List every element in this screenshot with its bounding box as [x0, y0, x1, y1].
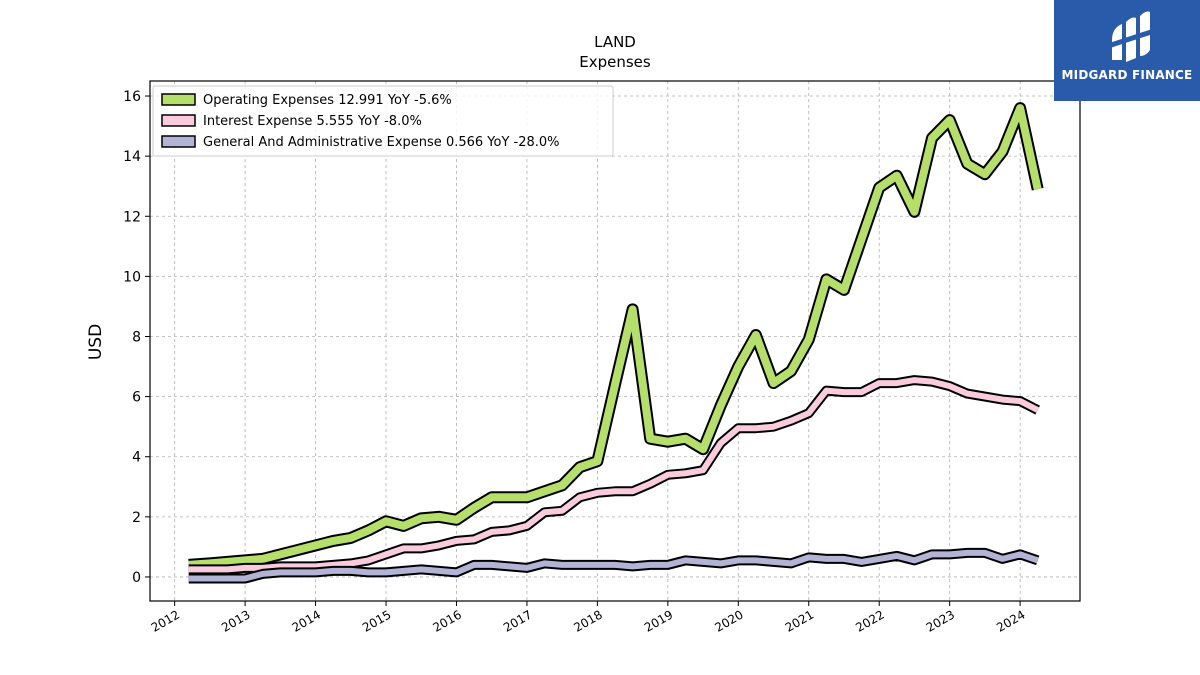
- legend-swatch-operating-expenses: [161, 93, 196, 106]
- chart-title: LAND: [594, 33, 636, 51]
- legend-label-general-administrative-expense: General And Administrative Expense 0.566…: [203, 135, 560, 150]
- y-tick-label-4: 4: [132, 450, 141, 466]
- grid: [150, 81, 1080, 601]
- midgard-finance-logo: MIDGARD FINANCE: [1054, 0, 1200, 101]
- legend-swatch-interest-expense: [161, 114, 196, 127]
- y-tick-label-14: 14: [123, 149, 141, 165]
- x-tick-label-2012: 2012: [149, 607, 182, 634]
- y-tick-label-2: 2: [132, 510, 141, 526]
- chart-subtitle: Expenses: [579, 53, 651, 71]
- x-tick-label-2016: 2016: [431, 607, 464, 634]
- x-tick-label-2022: 2022: [853, 607, 886, 634]
- x-tick-label-2013: 2013: [219, 607, 252, 634]
- x-tick-label-2018: 2018: [571, 607, 604, 634]
- legend-box: [152, 85, 614, 157]
- y-axis-label: USD: [86, 324, 106, 360]
- series-line-1: [188, 377, 1040, 573]
- legend: Operating Expenses 12.991 YoY -5.6% Inte…: [152, 85, 614, 157]
- x-tick-label-2015: 2015: [360, 607, 393, 634]
- legend-swatch-general-administrative-expense: [161, 135, 196, 148]
- x-tick-label-2023: 2023: [924, 607, 957, 634]
- x-tick-label-2021: 2021: [783, 607, 816, 634]
- logo-text: MIDGARD FINANCE: [1061, 68, 1193, 82]
- y-tick-label-8: 8: [132, 329, 141, 345]
- x-tick-label-2014: 2014: [290, 607, 323, 634]
- x-tick-label-2017: 2017: [501, 607, 534, 634]
- x-tick-label-2020: 2020: [712, 607, 745, 634]
- series-layer: [188, 102, 1044, 584]
- y-tick-label-6: 6: [132, 390, 141, 406]
- y-tick-label-0: 0: [132, 570, 141, 586]
- plot-frame: [149, 80, 1081, 602]
- y-axis: 0 2 4 6 8 10 12 14 16: [123, 89, 150, 586]
- x-tick-label-2024: 2024: [994, 607, 1027, 634]
- series-line-0: [188, 104, 1042, 569]
- y-tick-label-16: 16: [123, 89, 141, 105]
- series-line-2: [188, 549, 1039, 582]
- y-tick-label-10: 10: [123, 269, 141, 285]
- y-tick-label-12: 12: [123, 209, 141, 225]
- x-axis: 2012 2013 2014 2015 2016 2017 2018 2019 2020 2021…: [149, 601, 1028, 635]
- x-tick-label-2019: 2019: [642, 607, 675, 634]
- legend-label-operating-expenses: Operating Expenses 12.991 YoY -5.6%: [203, 93, 452, 108]
- midgard-logo-icon: [1110, 11, 1152, 62]
- legend-label-interest-expense: Interest Expense 5.555 YoY -8.0%: [203, 114, 422, 129]
